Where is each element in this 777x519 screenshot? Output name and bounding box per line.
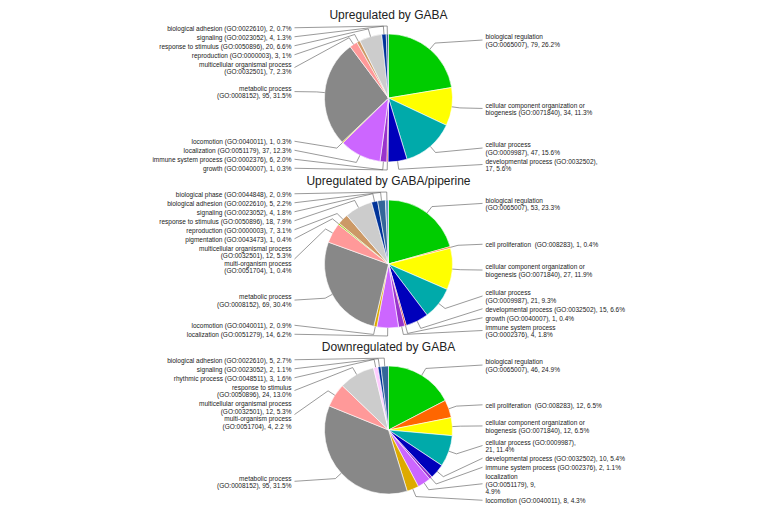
svg-text:multicellular organismal proce: multicellular organismal process(GO:0032… (199, 244, 292, 275)
svg-text:pigmentation (GO:0043473), 1,: pigmentation (GO:0043473), 1, 0.4% (185, 235, 291, 243)
svg-text:localization(GO:0051179), 9,4.: localization(GO:0051179), 9,4.9% (486, 473, 536, 495)
svg-text:localization (GO:0051179), 37,: localization (GO:0051179), 37, 12.3% (184, 147, 292, 155)
html-text:Downregulated by GABA: Downregulated by GABA (321, 340, 456, 354)
svg-text:immune system process (GO:0002: immune system process (GO:0002376), 6, 2… (152, 156, 291, 164)
svg-text:multicellular organismal proce: multicellular organismal process(GO:0032… (199, 400, 292, 431)
html-text:Upregulated by GABA: Upregulated by GABA (329, 8, 448, 22)
svg-text:biological adhesion (GO:002261: biological adhesion (GO:0022610), 5, 2.2… (167, 199, 292, 207)
svg-text:growth (GO:0040007), 1, 0.3%: growth (GO:0040007), 1, 0.3% (203, 165, 292, 173)
svg-text:localization (GO:0051279), 14,: localization (GO:0051279), 14, 6.2% (187, 331, 292, 339)
svg-text:response to stimulus(GO:005089: response to stimulus(GO:0050896), 24, 13… (217, 383, 292, 399)
svg-text:response to stimulus (GO:00508: response to stimulus (GO:0050896), 20, 6… (159, 42, 291, 50)
svg-text:reproduction (GO:0000003), 7,: reproduction (GO:0000003), 7, 3.1% (186, 226, 291, 234)
svg-text:growth (GO:0040007), 1, 0.4%: growth (GO:0040007), 1, 0.4% (486, 314, 575, 322)
svg-text:signaling (GO:0023052), 2, 1.1: signaling (GO:0023052), 2, 1.1% (197, 365, 292, 373)
svg-text:biological regulation(GO:00650: biological regulation(GO:0065007), 53, 2… (486, 196, 561, 212)
svg-text:cellular process(GO:0009987),: cellular process(GO:0009987), 21, 9.3% (486, 289, 557, 305)
html-text:Upregulated by GABA/piperine: Upregulated by GABA/piperine (306, 174, 471, 188)
svg-text:biological regulation(GO:00650: biological regulation(GO:0065007), 79, 2… (486, 33, 561, 49)
svg-text:cell proliferation (GO:008283: cell proliferation (GO:008283), 1, 0.4% (486, 241, 599, 249)
svg-text:immune system process (GO:0023: immune system process (GO:002376), 2, 1.… (486, 464, 622, 472)
svg-text:reproduction (GO:0000003), 3,: reproduction (GO:0000003), 3, 1% (192, 51, 292, 59)
svg-text:locomotion (GO:0040011), 8, 4.: locomotion (GO:0040011), 8, 4.3% (486, 497, 586, 505)
svg-text:biological adhesion (GO:002261: biological adhesion (GO:0022610), 2, 0.7… (167, 24, 292, 32)
svg-text:rhythmic process (GO:0048511),: rhythmic process (GO:0048511), 3, 1.6% (174, 374, 292, 382)
svg-text:cellular component organizatio: cellular component organization orbiogen… (486, 263, 593, 279)
svg-text:cell proliferation (GO:008283: cell proliferation (GO:008283), 12, 6.5% (486, 401, 603, 409)
svg-text:locomotion (GO:0040011), 2, 0.: locomotion (GO:0040011), 2, 0.9% (192, 322, 292, 330)
svg-text:developmental process (GO:0032: developmental process (GO:0032502), 10, … (486, 455, 626, 463)
svg-text:signaling (GO:0023052), 4, 1.3: signaling (GO:0023052), 4, 1.3% (197, 33, 292, 41)
svg-text:developmental process (GO:0032: developmental process (GO:0032502),17, 5… (486, 157, 598, 172)
svg-text:metabolic process(GO:0008152),: metabolic process(GO:0008152), 95, 31.5% (217, 474, 292, 490)
svg-text:multicellular organismal proce: multicellular organismal process(GO:0032… (199, 60, 292, 76)
svg-text:cellular process(GO:0009987),: cellular process(GO:0009987), 47, 15.6% (486, 141, 561, 157)
svg-text:biological adhesion (GO:002261: biological adhesion (GO:0022610), 5, 2.7… (167, 356, 292, 364)
svg-text:cellular process (GO:0009987),: cellular process (GO:0009987),21, 11.4% (486, 438, 577, 453)
svg-text:metabolic process(GO:0008152),: metabolic process(GO:0008152), 69, 30.4% (217, 293, 292, 309)
svg-text:biological phase (GO:0044848),: biological phase (GO:0044848), 2, 0.9% (176, 190, 292, 198)
svg-text:signaling (GO:0023052), 4, 1.8: signaling (GO:0023052), 4, 1.8% (197, 208, 292, 216)
svg-text:immune system process(GO:00023: immune system process(GO:0002376), 4, 1.… (486, 323, 557, 339)
svg-text:biological regulation(GO:00650: biological regulation(GO:0065007), 46, 2… (486, 358, 561, 374)
svg-text:metabolic process(GO:0008152),: metabolic process(GO:0008152), 95, 31.5% (217, 84, 292, 100)
svg-text:locomotion (GO:0040011), 1, 0.: locomotion (GO:0040011), 1, 0.3% (192, 138, 292, 146)
svg-text:response to stimulus (GO:00508: response to stimulus (GO:0050896), 18, 7… (159, 217, 291, 225)
svg-text:developmental process (GO:0032: developmental process (GO:0032502), 15, … (486, 305, 626, 313)
svg-text:cellular component organizatio: cellular component organization orbiogen… (486, 419, 590, 435)
svg-text:cellular component organizatio: cellular component organization orbiogen… (486, 101, 593, 117)
